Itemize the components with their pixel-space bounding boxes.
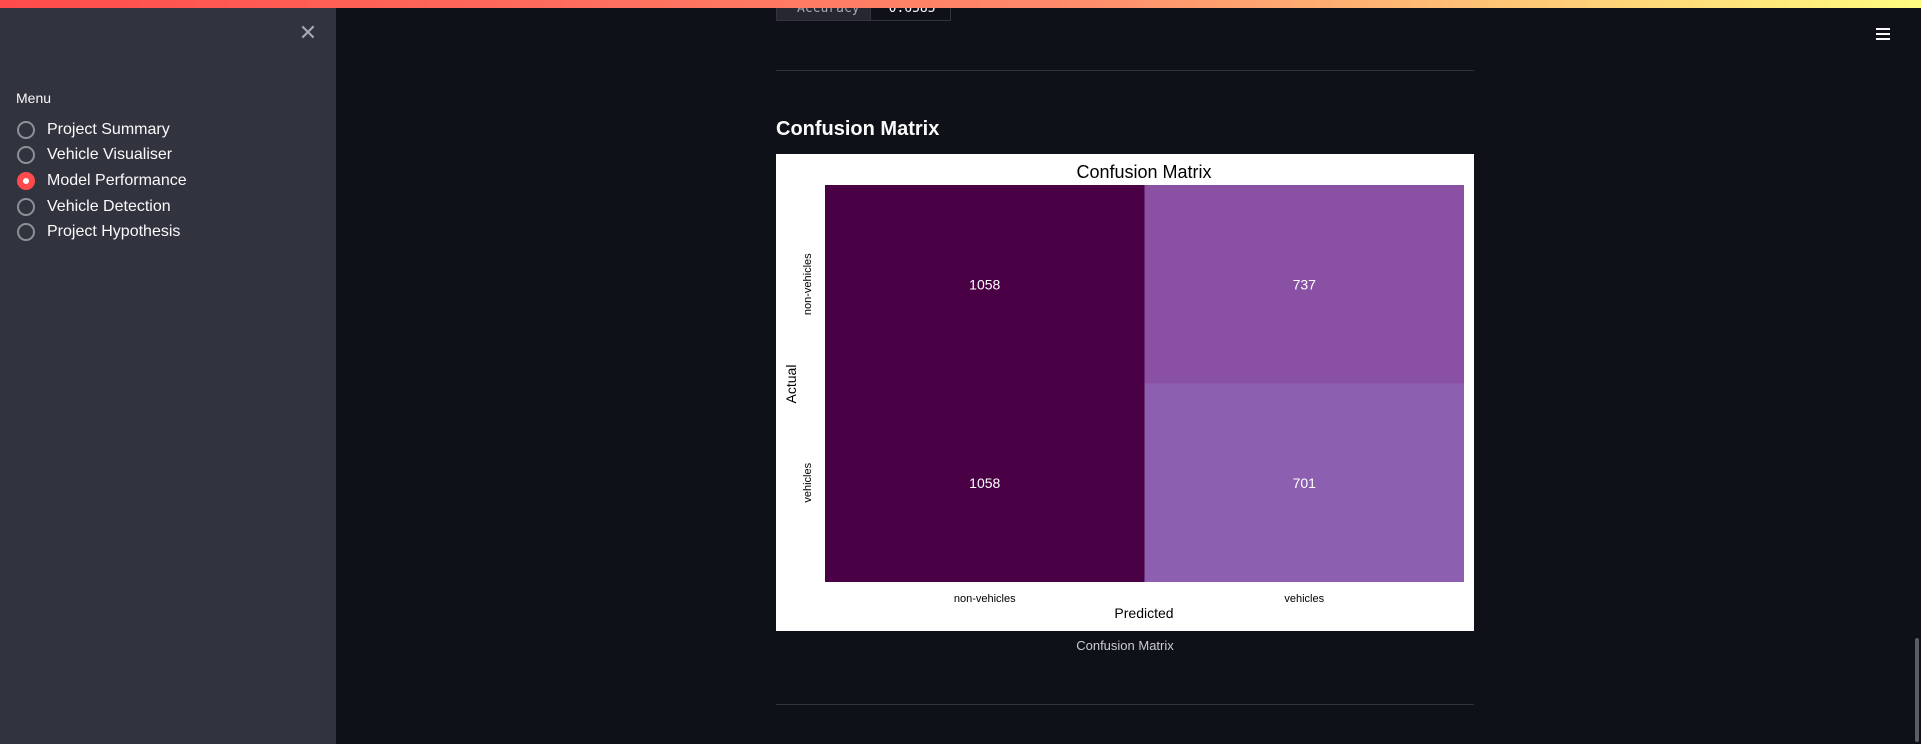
menu-item-model-performance[interactable]: Model Performance [17,168,187,194]
sidebar: ✕ Menu Project Summary Vehicle Visualiser… [0,0,336,744]
confusion-matrix-chart: Confusion Matrix 1058 737 1058 701 non-vehi… [783,162,1464,621]
confusion-matrix-figure: Confusion Matrix 1058 737 1058 701 non-vehi… [776,154,1474,631]
divider [776,704,1474,705]
menu-item-label: Vehicle Visualiser [47,146,173,164]
menu-item-project-summary[interactable]: Project Summary [17,117,187,143]
x-tick-label: vehicles [1284,593,1324,605]
heatmap-cell-value: 737 [1293,276,1317,292]
hamburger-menu-icon[interactable] [1872,25,1894,43]
heatmap-cell [1144,383,1464,582]
heatmap-cell [1144,185,1464,384]
menu-item-label: Vehicle Detection [47,197,171,215]
divider [776,70,1474,71]
radio-unselected-icon[interactable] [17,223,35,242]
x-tick-label: non-vehicles [954,593,1016,605]
radio-unselected-icon[interactable] [17,197,35,216]
menu-item-project-hypothesis[interactable]: Project Hypothesis [17,219,187,245]
heatmap-cell-value: 701 [1293,475,1317,491]
scrollbar[interactable] [1913,0,1921,744]
menu-item-label: Project Summary [47,120,170,138]
close-icon[interactable]: ✕ [298,21,318,46]
radio-selected-icon[interactable] [17,171,35,190]
radio-unselected-icon[interactable] [17,146,35,165]
heatmap-cell [825,383,1145,582]
radio-unselected-icon[interactable] [17,120,35,139]
heatmap-cell-value: 1058 [969,475,1000,491]
x-axis-label: Predicted [1114,605,1173,621]
y-tick-label: vehicles [802,462,814,502]
heatmap-cell-value: 1058 [969,276,1000,292]
scrollbar-thumb[interactable] [1915,638,1919,742]
menu-item-vehicle-detection[interactable]: Vehicle Detection [17,194,187,220]
y-tick-label: non-vehicles [802,253,814,315]
section-title: Confusion Matrix [776,118,940,140]
menu-label: Menu [16,90,52,106]
top-decoration-bar [0,0,1921,8]
heatmap-cell [825,185,1145,384]
menu-item-label: Project Hypothesis [47,223,181,241]
y-axis-label: Actual [783,365,799,404]
menu-item-label: Model Performance [47,171,187,189]
menu-radio-group: Project Summary Vehicle Visualiser Model P… [17,117,187,245]
menu-item-vehicle-visualiser[interactable]: Vehicle Visualiser [17,143,187,169]
figure-caption: Confusion Matrix [1076,638,1174,653]
chart-title: Confusion Matrix [1076,162,1211,182]
